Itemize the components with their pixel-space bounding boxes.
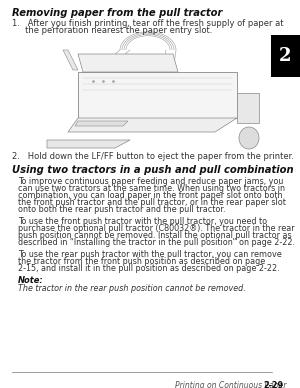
Text: The tractor in the rear push position cannot be removed.: The tractor in the rear push position ca… xyxy=(18,284,246,293)
Polygon shape xyxy=(78,54,178,72)
Text: purchase the optional pull tractor (C80032®). The tractor in the rear: purchase the optional pull tractor (C800… xyxy=(18,224,295,233)
Bar xyxy=(271,35,300,77)
Text: To use the rear push tractor with the pull tractor, you can remove: To use the rear push tractor with the pu… xyxy=(18,250,282,259)
Text: 2-29: 2-29 xyxy=(263,381,283,388)
Text: To use the front push tractor with the pull tractor, you need to: To use the front push tractor with the p… xyxy=(18,217,267,226)
Text: can use two tractors at the same time. When using two tractors in: can use two tractors at the same time. W… xyxy=(18,184,285,193)
Bar xyxy=(237,93,259,123)
Polygon shape xyxy=(78,72,237,118)
Text: the tractor from the front push position as described on page: the tractor from the front push position… xyxy=(18,257,265,266)
Polygon shape xyxy=(75,121,128,126)
Text: described in “Installing the tractor in the pull position” on page 2-22.: described in “Installing the tractor in … xyxy=(18,238,295,247)
Text: Using two tractors in a push and pull combination: Using two tractors in a push and pull co… xyxy=(12,165,294,175)
Text: 1.   After you finish printing, tear off the fresh supply of paper at: 1. After you finish printing, tear off t… xyxy=(12,19,284,28)
Text: To improve continuous paper feeding and reduce paper jams, you: To improve continuous paper feeding and … xyxy=(18,177,284,186)
Text: Removing paper from the pull tractor: Removing paper from the pull tractor xyxy=(12,8,222,18)
Text: combination, you can load paper in the front paper slot onto both: combination, you can load paper in the f… xyxy=(18,191,283,200)
Text: Printing on Continuous Paper: Printing on Continuous Paper xyxy=(175,381,286,388)
Text: 2-15, and install it in the pull position as described on page 2-22.: 2-15, and install it in the pull positio… xyxy=(18,264,280,273)
Polygon shape xyxy=(47,140,130,148)
Text: the perforation nearest the paper entry slot.: the perforation nearest the paper entry … xyxy=(12,26,212,35)
Text: onto both the rear push tractor and the pull tractor.: onto both the rear push tractor and the … xyxy=(18,205,226,214)
Text: 2: 2 xyxy=(279,47,292,65)
Text: the front push tractor and the pull tractor, or in the rear paper slot: the front push tractor and the pull trac… xyxy=(18,198,286,207)
Text: push position cannot be removed. Install the optional pull tractor as: push position cannot be removed. Install… xyxy=(18,231,292,240)
Polygon shape xyxy=(68,118,237,132)
Polygon shape xyxy=(63,50,78,70)
Text: Note:: Note: xyxy=(18,276,44,285)
Ellipse shape xyxy=(239,127,259,149)
Text: 2.   Hold down the LF/FF button to eject the paper from the printer.: 2. Hold down the LF/FF button to eject t… xyxy=(12,152,294,161)
